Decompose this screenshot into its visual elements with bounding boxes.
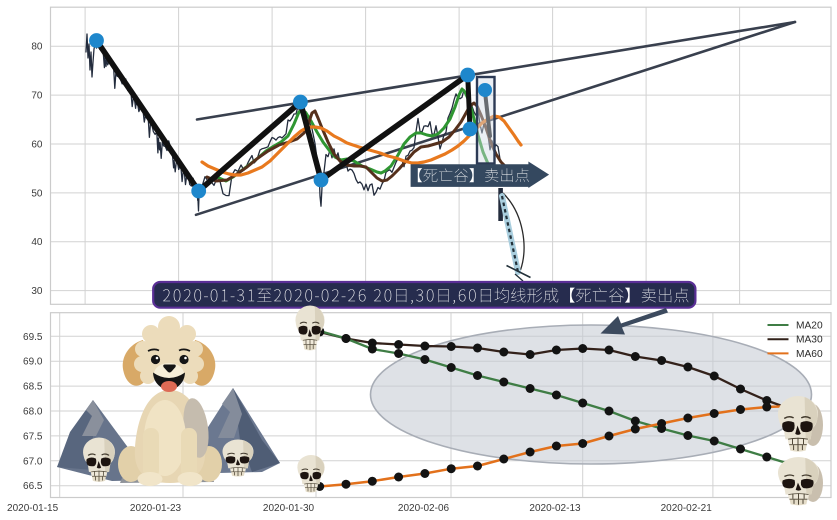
svg-text:69.5: 69.5 (23, 332, 43, 343)
svg-text:2020-02-13: 2020-02-13 (529, 503, 581, 514)
svg-text:MA20: MA20 (796, 320, 823, 331)
svg-text:30: 30 (31, 286, 43, 297)
svg-text:67.5: 67.5 (23, 431, 43, 442)
svg-text:68.5: 68.5 (23, 382, 43, 393)
svg-text:2020-01-23: 2020-01-23 (130, 503, 182, 514)
svg-text:80: 80 (31, 42, 43, 53)
svg-text:70: 70 (31, 91, 43, 102)
svg-text:2020-01-15: 2020-01-15 (7, 503, 59, 514)
svg-text:66.5: 66.5 (23, 481, 43, 492)
svg-text:2020-01-30: 2020-01-30 (263, 503, 315, 514)
svg-text:2020-02-06: 2020-02-06 (398, 503, 450, 514)
svg-text:50: 50 (31, 188, 43, 199)
svg-text:67.0: 67.0 (23, 456, 43, 467)
svg-text:40: 40 (31, 237, 43, 248)
svg-text:60: 60 (31, 140, 43, 151)
svg-text:MA30: MA30 (796, 335, 823, 346)
svg-text:MA60: MA60 (796, 349, 823, 360)
svg-text:69.0: 69.0 (23, 357, 43, 368)
svg-text:68.0: 68.0 (23, 407, 43, 418)
svg-text:2020-02-21: 2020-02-21 (661, 503, 713, 514)
